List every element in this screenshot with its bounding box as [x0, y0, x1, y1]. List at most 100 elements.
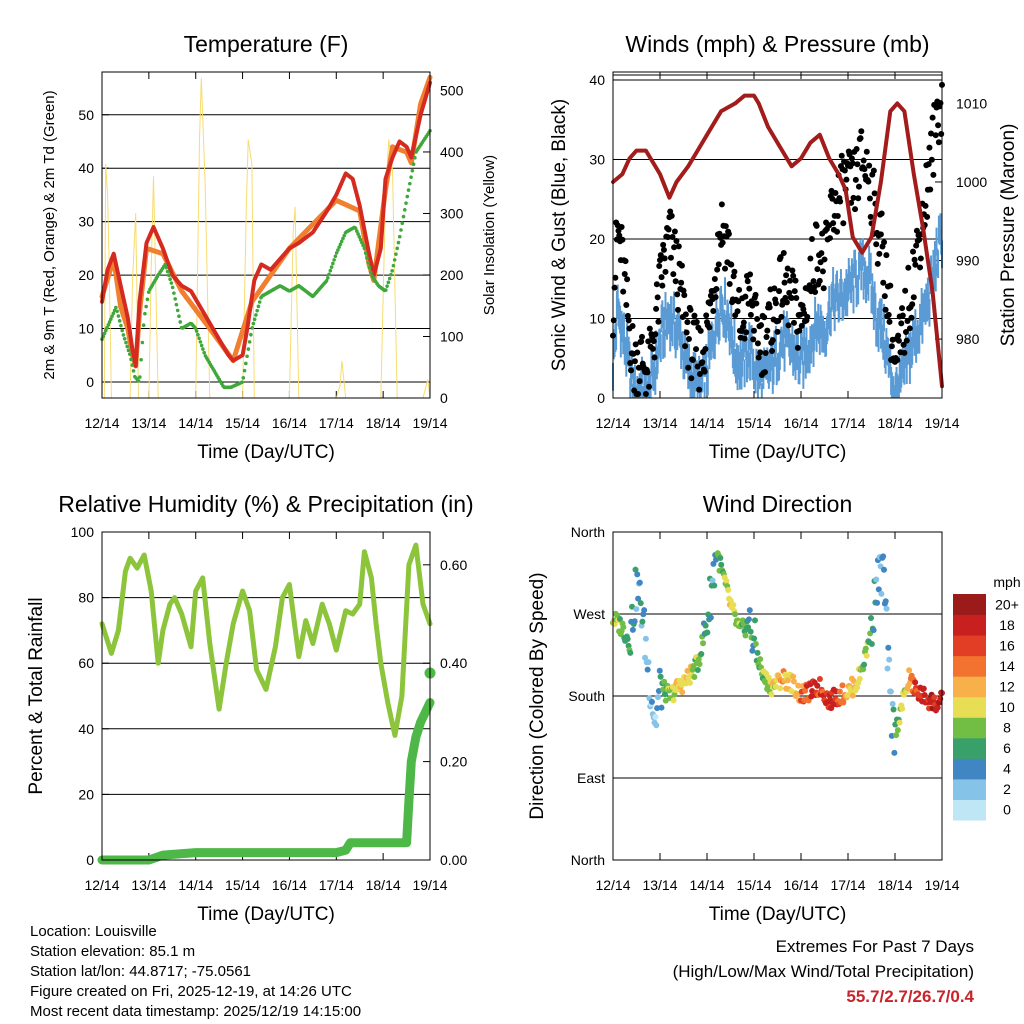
dewpoint-point [397, 234, 402, 239]
dewpoint-point [121, 333, 126, 337]
latlon-text: Station lat/lon: 44.8717; -75.0561 [30, 963, 252, 980]
dewpoint-point [385, 284, 389, 288]
dewpoint-point [337, 245, 341, 249]
x-tick-label: 16/14 [783, 877, 818, 893]
gust-point [646, 325, 653, 332]
x-tick-label: 14/14 [689, 877, 724, 893]
gust-point [631, 358, 638, 365]
gust-point [714, 266, 721, 273]
gust-point [753, 300, 760, 307]
x-tick-label: 15/14 [225, 415, 260, 431]
direction-point [894, 727, 901, 734]
gust-point [726, 280, 733, 287]
gust-point [678, 262, 685, 269]
gust-point [674, 291, 681, 298]
y2-tick-label: 400 [440, 144, 464, 160]
gust-point [747, 271, 754, 278]
dewpoint-point [114, 305, 118, 310]
gust-point [834, 228, 841, 235]
y2-tick-label: 990 [956, 253, 980, 269]
direction-point [624, 636, 631, 643]
gust-point [854, 161, 861, 168]
dewpoint-point [365, 256, 369, 260]
gust-point [873, 241, 880, 248]
gust-point [652, 331, 659, 338]
direction-point [889, 700, 896, 707]
direction-point [921, 692, 928, 699]
station-info: Location: Louisville Station elevation: … [30, 922, 361, 1022]
dewpoint-point [392, 258, 397, 262]
dewpoint-point [178, 320, 183, 324]
dewpoint-point [390, 269, 394, 273]
gust-point [863, 148, 870, 155]
gust-point [673, 237, 680, 244]
gust-point [644, 369, 651, 376]
gust-point [852, 176, 859, 183]
dewpoint-point [172, 291, 176, 295]
gust-point [632, 341, 639, 348]
gust-point [778, 313, 785, 320]
gust-point [751, 327, 757, 334]
dewpoint-point [389, 272, 393, 277]
gust-point [901, 349, 908, 356]
extremes-values: 55.7/2.7/26.7/0.4 [846, 987, 974, 1006]
chart-title: Relative Humidity (%) & Precipitation (i… [58, 491, 473, 517]
direction-point [620, 624, 627, 631]
colorbar-title: mph [993, 574, 1020, 590]
direction-point [751, 617, 758, 624]
y-axis-label: Sonic Wind & Gust (Blue, Black) [549, 99, 570, 371]
extremes-subtitle: (High/Low/Max Wind/Total Precipitation) [672, 962, 974, 981]
plot-frame [101, 71, 431, 399]
colorbar-label: 4 [1003, 761, 1011, 777]
gust-point [838, 152, 845, 159]
dewpoint-point [341, 236, 345, 241]
gust-point [929, 114, 936, 121]
rh-line [99, 542, 433, 738]
gust-point [930, 171, 937, 178]
gust-point [665, 226, 672, 233]
gust-point [790, 319, 797, 326]
gust-point [821, 256, 828, 263]
direction-point [839, 682, 846, 689]
gust-point [610, 317, 617, 324]
dewpoint-point [256, 304, 261, 309]
gust-point [621, 271, 628, 278]
gust-point [664, 234, 671, 241]
gust-point [882, 306, 889, 313]
gust-point [764, 327, 771, 334]
y2-tick-label: 500 [440, 82, 464, 98]
direction-point [880, 553, 887, 560]
dewpoint-point [400, 221, 405, 226]
gust-point [782, 294, 789, 301]
gust-point [788, 294, 795, 301]
gust-point [899, 312, 906, 319]
gust-point [681, 292, 688, 299]
direction-point [861, 661, 868, 668]
gust-point [722, 265, 729, 272]
gust-point [670, 271, 677, 278]
dewpoint-point [117, 319, 122, 323]
gust-point [840, 220, 847, 227]
direction-point [696, 661, 703, 668]
gust-point [855, 183, 862, 190]
direction-point [711, 582, 718, 589]
colorbar-label: 12 [999, 678, 1015, 694]
direction-point [746, 607, 753, 614]
direction-point [616, 615, 623, 622]
x-tick-label: 15/14 [736, 415, 771, 431]
y-tick-label: 30 [589, 151, 605, 167]
y-axis-label: Direction (Colored By Speed) [527, 572, 548, 819]
dewpoint-point [140, 340, 145, 345]
direction-point [655, 694, 662, 701]
dewpoint-point [168, 277, 172, 281]
gust-point [895, 337, 902, 344]
gust-point [881, 239, 888, 246]
gust-point [689, 356, 696, 363]
colorbar-label: 0 [1003, 802, 1011, 818]
dewpoint-point [245, 354, 249, 359]
direction-point [631, 618, 638, 625]
y-tick-label: 0 [86, 852, 94, 868]
gust-point [812, 289, 819, 296]
gust-point [861, 166, 868, 173]
dewpoint-point [410, 168, 415, 173]
